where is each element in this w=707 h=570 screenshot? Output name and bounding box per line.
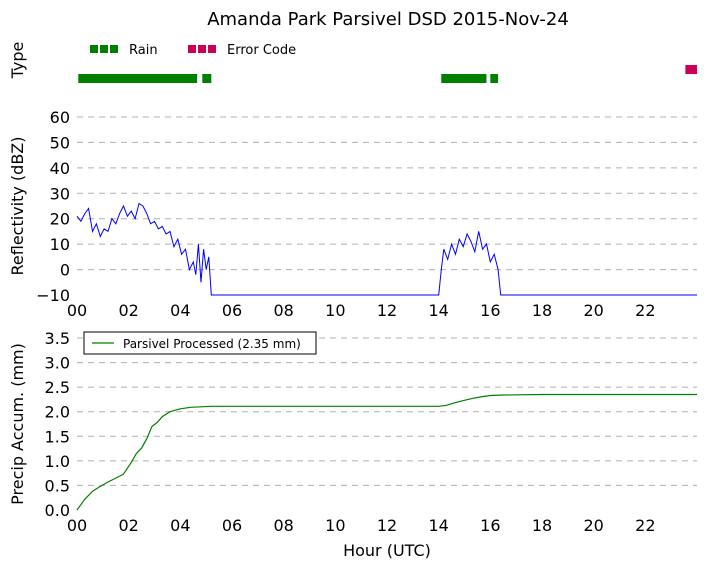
accum-ylabel: Precip Accum. (mm)	[8, 343, 27, 505]
accum-panel: Precip Accum. (mm) 0.0 0.5 1.0 1.5 2.0 2.5 3.0…	[8, 329, 697, 560]
reflectivity-panel: Reflectivity (dBZ) −10 0 10 20 30 40 50 60 00 02…	[8, 108, 697, 320]
y-tick-label: 2.0	[45, 403, 70, 422]
reflectivity-ylabel: Reflectivity (dBZ)	[8, 137, 27, 276]
x-tick-label: 04	[170, 301, 190, 320]
x-tick-label: 10	[325, 516, 345, 535]
x-tick-label: 12	[377, 301, 397, 320]
type-segment	[685, 65, 697, 74]
x-tick-label: 06	[222, 516, 242, 535]
x-tick-label: 22	[635, 301, 655, 320]
x-tick-label: 20	[583, 301, 603, 320]
x-tick-label: 20	[583, 516, 603, 535]
x-tick-label: 00	[67, 301, 87, 320]
reflectivity-series-line	[76, 202, 697, 296]
reflectivity-y-ticks: −10 0 10 20 30 40 50 60	[36, 108, 70, 305]
type-legend: Rain Error Code	[90, 43, 296, 58]
y-tick-label: −10	[36, 286, 70, 305]
legend-swatch	[90, 45, 98, 53]
accum-y-ticks: 0.0 0.5 1.0 1.5 2.0 2.5 3.0 3.5	[45, 329, 70, 520]
y-tick-label: 30	[50, 184, 70, 203]
chart-title: Amanda Park Parsivel DSD 2015-Nov-24	[207, 9, 569, 30]
x-tick-label: 02	[118, 301, 138, 320]
legend-swatch	[188, 45, 196, 53]
type-segment	[441, 74, 487, 83]
legend-swatch	[198, 45, 206, 53]
accum-x-ticks: 00 02 04 06 08 10 12 14 16 18 20 22	[67, 516, 656, 535]
type-segments	[78, 65, 697, 83]
legend-swatch	[110, 45, 118, 53]
legend-label: Rain	[129, 43, 158, 58]
x-tick-label: 14	[428, 301, 448, 320]
y-tick-label: 3.0	[45, 354, 70, 373]
type-segment	[78, 74, 198, 83]
y-tick-label: 3.5	[45, 329, 70, 348]
x-tick-label: 06	[222, 301, 242, 320]
y-tick-label: 2.5	[45, 378, 70, 397]
y-tick-label: 1.5	[45, 427, 70, 446]
y-tick-label: 60	[50, 108, 70, 127]
x-tick-label: 00	[67, 516, 87, 535]
y-tick-label: 20	[50, 210, 70, 229]
y-tick-label: 10	[50, 235, 70, 254]
type-segment	[490, 74, 499, 83]
x-axis-label: Hour (UTC)	[343, 541, 431, 560]
x-tick-label: 16	[480, 301, 500, 320]
x-tick-label: 16	[480, 516, 500, 535]
type-segment	[202, 74, 212, 83]
legend-swatch	[208, 45, 216, 53]
x-tick-label: 04	[170, 516, 190, 535]
legend-label: Error Code	[227, 43, 296, 58]
y-tick-label: 0	[60, 261, 70, 280]
y-tick-label: 40	[50, 159, 70, 178]
accum-series-line	[76, 393, 697, 511]
x-tick-label: 02	[118, 516, 138, 535]
x-tick-label: 10	[325, 301, 345, 320]
reflectivity-gridlines	[77, 116, 697, 271]
reflectivity-x-ticks: 00 02 04 06 08 10 12 14 16 18 20 22	[67, 301, 656, 320]
type-ylabel: Type	[8, 42, 27, 80]
x-tick-label: 22	[635, 516, 655, 535]
y-tick-label: 1.0	[45, 452, 70, 471]
x-tick-label: 08	[273, 301, 293, 320]
x-tick-label: 14	[428, 516, 448, 535]
legend-box	[83, 331, 317, 355]
x-tick-label: 12	[377, 516, 397, 535]
y-tick-label: 50	[50, 133, 70, 152]
type-panel: Type Rain Error Code	[8, 42, 697, 83]
x-tick-label: 08	[273, 516, 293, 535]
y-tick-label: 0.5	[45, 476, 70, 495]
legend-swatch	[100, 45, 108, 53]
y-tick-label: 0.0	[45, 501, 70, 520]
accum-legend: Parsivel Processed (2.35 mm)	[83, 331, 317, 355]
x-tick-label: 18	[532, 516, 552, 535]
legend-label: Parsivel Processed (2.35 mm)	[123, 337, 301, 351]
x-tick-label: 18	[532, 301, 552, 320]
